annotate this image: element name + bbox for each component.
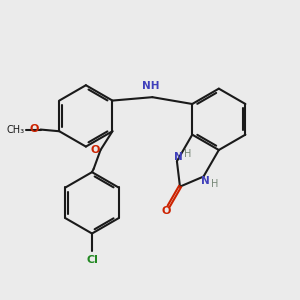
Text: H: H — [211, 179, 218, 189]
Text: CH₃: CH₃ — [6, 124, 24, 134]
Text: H: H — [184, 149, 192, 159]
Text: Cl: Cl — [86, 255, 98, 265]
Text: O: O — [29, 124, 39, 134]
Text: N: N — [201, 176, 210, 186]
Text: N: N — [174, 152, 183, 162]
Text: O: O — [90, 145, 100, 155]
Text: O: O — [161, 206, 170, 216]
Text: NH: NH — [142, 81, 159, 91]
